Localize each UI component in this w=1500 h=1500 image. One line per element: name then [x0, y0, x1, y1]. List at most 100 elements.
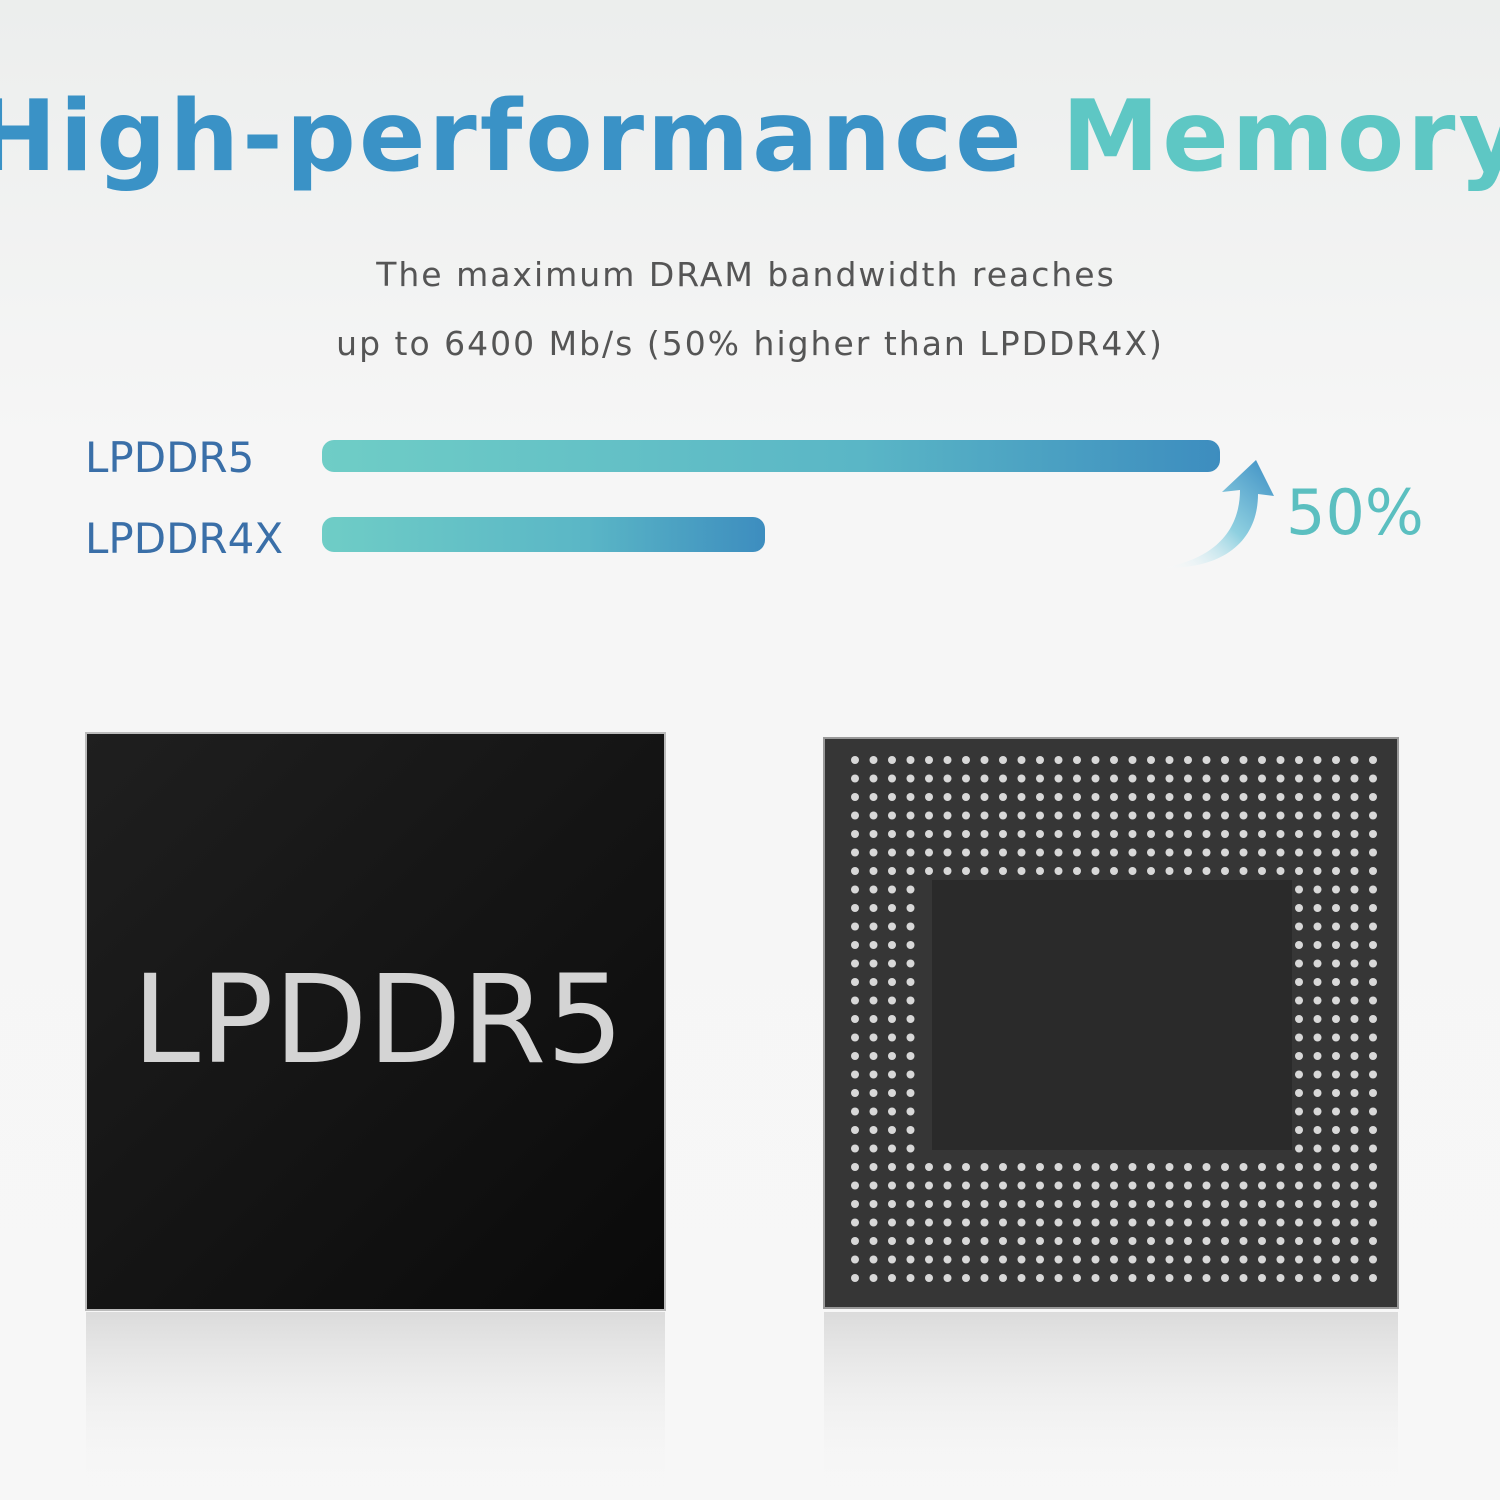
solder-ball [1295, 1144, 1303, 1153]
solder-ball [888, 941, 896, 949]
solder-ball [851, 1033, 859, 1042]
solder-ball [1369, 959, 1377, 968]
solder-ball [943, 774, 952, 783]
solder-ball [906, 830, 915, 838]
solder-ball [980, 1274, 989, 1282]
solder-ball [906, 774, 915, 783]
solder-ball [1147, 1163, 1155, 1171]
solder-ball [1239, 1237, 1248, 1245]
solder-ball [1332, 1181, 1340, 1190]
solder-ball [1258, 811, 1266, 820]
solder-ball [1054, 1237, 1063, 1245]
solder-ball [1165, 1255, 1174, 1264]
solder-ball [1332, 1126, 1340, 1134]
solder-ball [851, 848, 859, 857]
solder-ball [1276, 1218, 1285, 1227]
solder-ball [1091, 1181, 1100, 1190]
solder-ball [1350, 941, 1359, 949]
solder-ball [1202, 793, 1211, 801]
solder-ball [1369, 811, 1377, 820]
solder-ball [943, 867, 952, 875]
solder-ball [869, 1237, 878, 1245]
solder-ball [1221, 1218, 1229, 1227]
solder-ball [851, 1126, 859, 1134]
solder-ball [1128, 1200, 1137, 1208]
solder-ball [1313, 848, 1322, 857]
solder-ball [1036, 1163, 1044, 1171]
solder-ball [1276, 830, 1285, 838]
reflection [86, 1312, 665, 1492]
solder-ball [1369, 1255, 1377, 1264]
solder-ball [980, 1181, 989, 1190]
solder-ball [943, 830, 952, 838]
solder-ball [1239, 1181, 1248, 1190]
solder-ball [1128, 1163, 1137, 1171]
solder-ball [1128, 1218, 1137, 1227]
solder-ball [962, 848, 970, 857]
solder-ball [869, 1200, 878, 1208]
solder-ball [1017, 1255, 1026, 1264]
solder-ball [1128, 1181, 1137, 1190]
solder-ball [888, 1015, 896, 1023]
solder-ball [1017, 756, 1026, 764]
solder-ball [1276, 1237, 1285, 1245]
solder-ball [1221, 774, 1229, 783]
solder-ball [925, 1163, 933, 1171]
solder-ball [1110, 1181, 1118, 1190]
solder-ball [869, 1052, 878, 1060]
solder-ball [1313, 1015, 1322, 1023]
solder-ball [851, 1237, 859, 1245]
increase-label: 50% [1286, 476, 1424, 549]
solder-ball [1350, 959, 1359, 968]
solder-ball [1350, 904, 1359, 912]
solder-ball [980, 774, 989, 783]
solder-ball [1017, 1163, 1026, 1171]
solder-ball [1202, 1181, 1211, 1190]
solder-ball [1332, 756, 1340, 764]
solder-ball [1313, 1181, 1322, 1190]
solder-ball [1350, 774, 1359, 783]
solder-ball [1369, 996, 1377, 1005]
solder-ball [962, 1274, 970, 1282]
solder-ball [1332, 996, 1340, 1005]
solder-ball [1313, 1218, 1322, 1227]
solder-ball [1332, 1107, 1340, 1116]
solder-ball [1313, 885, 1322, 894]
solder-ball [1110, 1274, 1118, 1282]
solder-ball [1147, 830, 1155, 838]
solder-ball [851, 959, 859, 968]
solder-ball [1202, 1218, 1211, 1227]
solder-ball [1184, 811, 1192, 820]
solder-ball [906, 1052, 915, 1060]
solder-ball [1221, 1163, 1229, 1171]
solder-ball [980, 811, 989, 820]
solder-ball [999, 811, 1007, 820]
solder-ball [851, 793, 859, 801]
solder-balls [851, 756, 1377, 1282]
solder-ball [1184, 1274, 1192, 1282]
solder-ball [1147, 1181, 1155, 1190]
solder-ball [1350, 1015, 1359, 1023]
solder-ball [1221, 756, 1229, 764]
solder-ball [1036, 1218, 1044, 1227]
solder-ball [888, 1255, 896, 1264]
solder-ball [906, 1107, 915, 1116]
solder-ball [925, 1200, 933, 1208]
solder-ball [1091, 793, 1100, 801]
solder-ball [1313, 1144, 1322, 1153]
solder-ball [1165, 867, 1174, 875]
solder-ball [943, 1274, 952, 1282]
solder-ball [962, 830, 970, 838]
solder-ball [1258, 756, 1266, 764]
solder-ball [1276, 1163, 1285, 1171]
bar [322, 517, 765, 552]
solder-ball [980, 1255, 989, 1264]
solder-ball [1110, 1163, 1118, 1171]
bar-label: LPDDR4X [85, 514, 283, 563]
solder-ball [1332, 830, 1340, 838]
solder-ball [1036, 793, 1044, 801]
solder-ball [1369, 1200, 1377, 1208]
solder-ball [1073, 1218, 1081, 1227]
solder-ball [851, 830, 859, 838]
solder-ball [999, 1218, 1007, 1227]
